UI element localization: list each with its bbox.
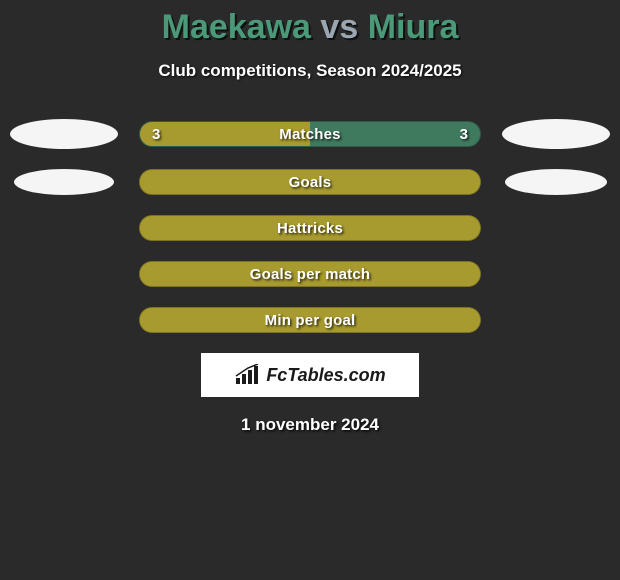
- stat-label: Goals per match: [250, 266, 371, 283]
- stat-right-value: 3: [460, 126, 468, 143]
- subtitle: Club competitions, Season 2024/2025: [0, 61, 620, 81]
- stat-bar: Min per goal: [139, 307, 481, 333]
- vs-text: vs: [320, 8, 358, 46]
- left-icon-slot: [9, 119, 119, 149]
- date-text: 1 november 2024: [0, 415, 620, 435]
- page-title: Maekawa vs Miura: [0, 8, 620, 47]
- right-icon-slot: [501, 169, 611, 195]
- stat-row: Goals per match: [0, 261, 620, 287]
- player1-name: Maekawa: [162, 8, 311, 46]
- stat-bar: 3 Matches 3: [139, 121, 481, 147]
- stat-rows: 3 Matches 3 Goals Hattricks Goals per match Mi…: [0, 119, 620, 333]
- stat-bar: Goals per match: [139, 261, 481, 287]
- stat-label: Matches: [279, 126, 340, 143]
- stat-bar: Goals: [139, 169, 481, 195]
- stat-bar: Hattricks: [139, 215, 481, 241]
- stat-row: Hattricks: [0, 215, 620, 241]
- logo-text: FcTables.com: [266, 365, 385, 386]
- stat-label: Min per goal: [265, 312, 356, 329]
- stat-row: Min per goal: [0, 307, 620, 333]
- stat-row: Goals: [0, 169, 620, 195]
- logo-card: FcTables.com: [201, 353, 419, 397]
- chart-icon: [234, 364, 262, 386]
- stat-label: Hattricks: [277, 220, 343, 237]
- player2-name: Miura: [368, 8, 459, 46]
- stat-left-value: 3: [152, 126, 160, 143]
- player-icon: [502, 119, 610, 149]
- right-icon-slot: [501, 119, 611, 149]
- stat-row: 3 Matches 3: [0, 119, 620, 149]
- comparison-card: Maekawa vs Miura Club competitions, Seas…: [0, 0, 620, 435]
- player-icon: [14, 169, 114, 195]
- player-icon: [10, 119, 118, 149]
- stat-label: Goals: [289, 174, 332, 191]
- player-icon: [505, 169, 607, 195]
- left-icon-slot: [9, 169, 119, 195]
